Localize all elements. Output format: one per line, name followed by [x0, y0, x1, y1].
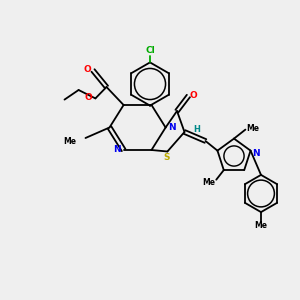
Text: O: O: [83, 64, 91, 74]
Text: Me: Me: [246, 124, 260, 133]
Text: H: H: [193, 125, 200, 134]
Text: Me: Me: [202, 178, 215, 187]
Text: O: O: [85, 93, 93, 102]
Text: Cl: Cl: [145, 46, 155, 55]
Text: N: N: [113, 146, 121, 154]
Text: Me: Me: [254, 221, 268, 230]
Text: N: N: [252, 149, 260, 158]
Text: N: N: [168, 123, 176, 132]
Text: O: O: [189, 92, 197, 100]
Text: Me: Me: [63, 137, 76, 146]
Text: S: S: [163, 153, 169, 162]
